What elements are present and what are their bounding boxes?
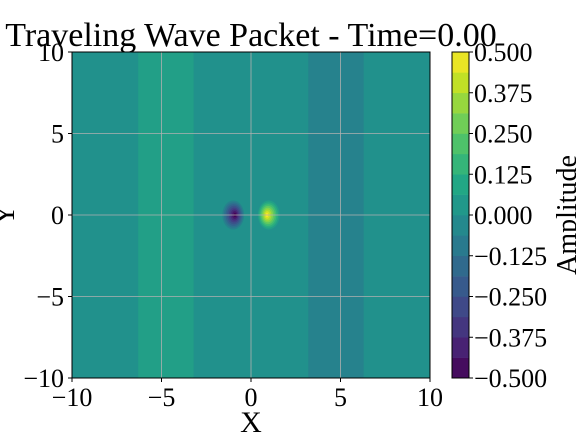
x-tick-label: 0	[245, 383, 258, 412]
colorbar-band	[452, 194, 469, 216]
colorbar-band	[452, 72, 469, 94]
colorbar: 0.500 0.375 0.250 0.125 0.000 −0.125 −0.250 −0.…	[451, 38, 576, 393]
colorbar-ticks: 0.500 0.375 0.250 0.125 0.000 −0.125 −0.250 −0.…	[469, 38, 547, 393]
y-axis-label: Y	[0, 204, 21, 226]
colorbar-tick-label: 0.250	[474, 120, 533, 149]
colorbar-tick-label: −0.375	[474, 323, 547, 352]
colorbar-tick-label: −0.500	[474, 364, 547, 393]
y-tick-label: 0	[51, 201, 64, 230]
colorbar-band	[452, 235, 469, 257]
colorbar-tick-label: 0.375	[474, 79, 533, 108]
colorbar-band	[452, 296, 469, 318]
colorbar-bands	[452, 52, 469, 379]
colorbar-band	[452, 92, 469, 114]
colorbar-band	[452, 133, 469, 155]
colorbar-band	[452, 316, 469, 338]
colorbar-band	[452, 337, 469, 358]
colorbar-band	[452, 255, 469, 277]
colorbar-band	[452, 357, 469, 379]
x-tick-label: −10	[52, 383, 93, 412]
x-tick-label: −5	[148, 383, 176, 412]
colorbar-band	[452, 215, 469, 236]
x-axis-ticks: −10 −5 0 5 10	[52, 378, 443, 412]
colorbar-tick-label: −0.125	[474, 242, 547, 271]
plot-area	[71, 51, 431, 379]
x-axis-label: X	[240, 406, 262, 432]
y-tick-label: −5	[36, 283, 64, 312]
y-tick-label: 5	[51, 120, 64, 149]
colorbar-band	[452, 276, 469, 297]
colorbar-tick-label: −0.250	[474, 283, 547, 312]
colorbar-label: Amplitude	[552, 155, 576, 275]
colorbar-tick-label: 0.500	[474, 38, 533, 67]
colorbar-band	[452, 113, 469, 134]
x-tick-label: 10	[417, 383, 443, 412]
y-tick-label: −10	[23, 364, 64, 393]
y-tick-label: 10	[38, 38, 64, 67]
chart-title: Traveling Wave Packet - Time=0.00	[5, 17, 496, 54]
y-axis-ticks: −10 −5 0 5 10	[23, 38, 72, 393]
colorbar-tick-label: 0.125	[474, 160, 533, 189]
x-tick-label: 5	[334, 383, 347, 412]
colorbar-band	[452, 52, 469, 73]
colorbar-band	[452, 174, 469, 195]
colorbar-tick-label: 0.000	[474, 201, 533, 230]
colorbar-band	[452, 153, 469, 175]
